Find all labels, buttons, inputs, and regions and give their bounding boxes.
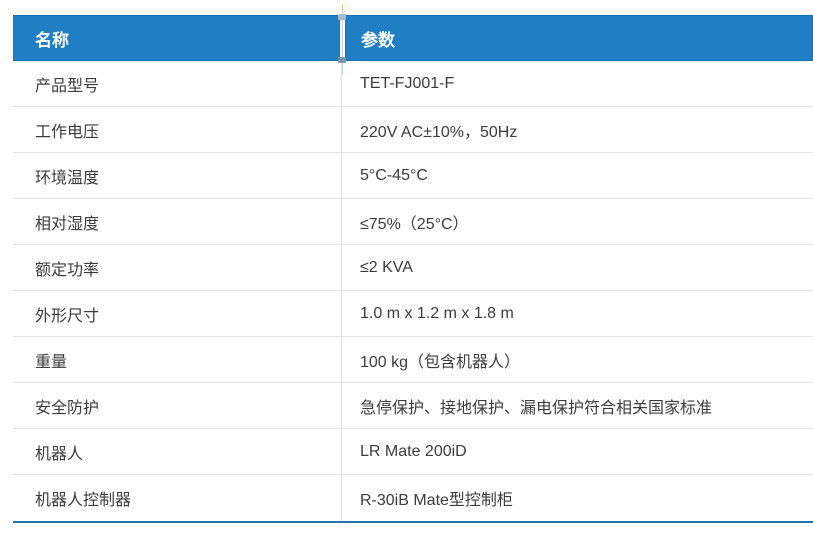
column-resize-guide-line[interactable] — [342, 4, 343, 75]
row-name-cell: 安全防护 — [13, 383, 342, 428]
row-name-cell: 机器人 — [13, 429, 342, 474]
table-row: 外形尺寸 1.0 m x 1.2 m x 1.8 m — [13, 291, 813, 337]
row-value-cell: ≤2 KVA — [360, 258, 413, 276]
row-value-cell: 100 kg（包含机器人） — [360, 353, 521, 371]
row-value-cell: 220V AC±10%，50Hz — [360, 123, 518, 141]
row-value-cell: 1.0 m x 1.2 m x 1.8 m — [360, 304, 514, 322]
column-resize-handle-top-icon[interactable] — [338, 14, 346, 20]
table-row: 工作电压 220V AC±10%，50Hz — [13, 107, 813, 153]
row-name-cell: 相对湿度 — [13, 199, 342, 244]
table-row: 安全防护 急停保护、接地保护、漏电保护符合相关国家标准 — [13, 383, 813, 429]
row-value-cell: 5°C-45°C — [360, 166, 428, 184]
row-value-cell: ≤75%（25°C） — [360, 215, 469, 233]
row-name-cell: 产品型号 — [13, 61, 342, 106]
row-name-cell: 机器人控制器 — [13, 475, 342, 521]
row-name-cell: 工作电压 — [13, 107, 342, 152]
row-value-cell: LR Mate 200iD — [360, 442, 467, 460]
table-row: 机器人 LR Mate 200iD — [13, 429, 813, 475]
table-row: 机器人控制器 R-30iB Mate型控制柜 — [13, 475, 813, 521]
table-body: 产品型号 TET-FJ001-F 工作电压 220V AC±10%，50Hz 环… — [13, 61, 813, 521]
column-header-name: 名称 — [13, 15, 340, 61]
table-row: 环境温度 5°C-45°C — [13, 153, 813, 199]
row-value-cell: TET-FJ001-F — [360, 74, 455, 92]
column-resize-handle-bottom-icon[interactable] — [338, 57, 346, 63]
table-row: 重量 100 kg（包含机器人） — [13, 337, 813, 383]
row-name-cell: 环境温度 — [13, 153, 342, 198]
table-header-row: 名称 参数 — [13, 15, 813, 61]
table-row: 产品型号 TET-FJ001-F — [13, 61, 813, 107]
column-guide-glow — [334, 0, 352, 14]
row-value-cell: 急停保护、接地保护、漏电保护符合相关国家标准 — [360, 399, 713, 417]
table-row: 相对湿度 ≤75%（25°C） — [13, 199, 813, 245]
spec-table: 名称 参数 产品型号 TET-FJ001-F 工作电压 220V AC±10%，… — [13, 15, 813, 523]
row-name-cell: 外形尺寸 — [13, 291, 342, 336]
column-header-value: 参数 — [345, 15, 813, 61]
row-value-cell: R-30iB Mate型控制柜 — [360, 492, 513, 509]
row-name-cell: 额定功率 — [13, 245, 342, 290]
table-row: 额定功率 ≤2 KVA — [13, 245, 813, 291]
row-name-cell: 重量 — [13, 337, 342, 382]
